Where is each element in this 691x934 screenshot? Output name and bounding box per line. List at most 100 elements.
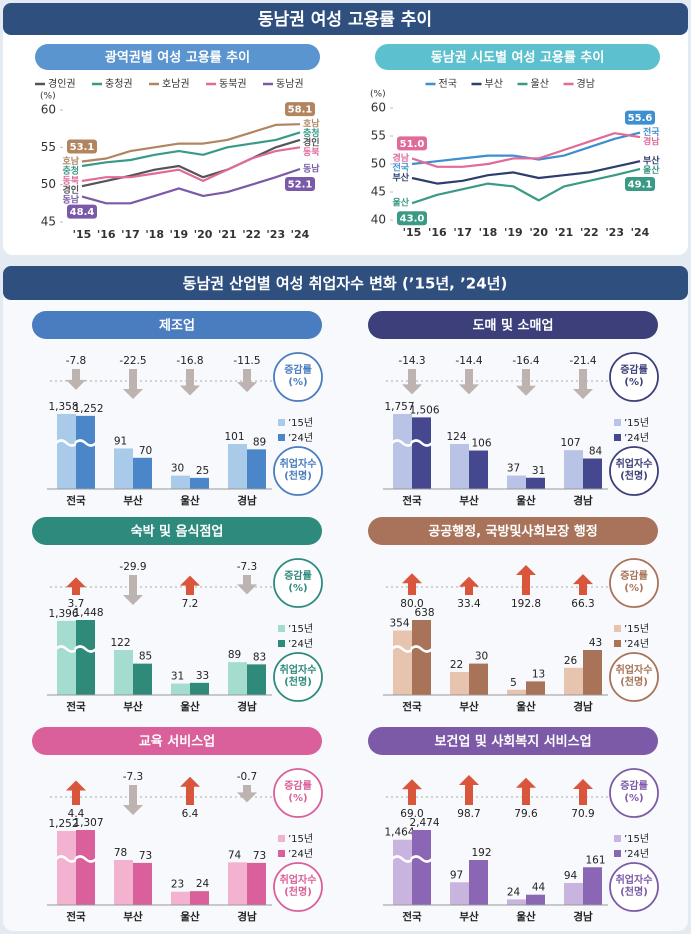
category-label: 울산: [180, 700, 200, 713]
bar-value-label: 43: [589, 637, 602, 649]
legend-label: 부산: [485, 78, 503, 90]
change-rate-label: 3.7: [68, 598, 85, 610]
category-label: 전국: [402, 910, 422, 923]
category-label: 경남: [573, 494, 593, 507]
legend-label: 호남권: [162, 78, 190, 90]
legend-label: ’15년: [624, 623, 649, 635]
series-name-label: 전국: [643, 126, 660, 138]
legend-swatch: [614, 640, 621, 647]
bar: [57, 620, 76, 695]
x-tick-label: '21: [218, 228, 237, 241]
axis-break: [74, 855, 97, 863]
bar-value-label: 354: [389, 618, 409, 630]
category-label: 울산: [516, 910, 536, 923]
bar-value-label: 89: [228, 649, 241, 661]
legend-label: 경인권: [48, 77, 76, 90]
legend-label: ’24년: [624, 638, 649, 650]
legend-swatch: [278, 835, 285, 842]
bar: [450, 882, 469, 905]
change-arrow: [123, 575, 143, 605]
bar: [526, 477, 545, 489]
category-label: 부산: [459, 494, 479, 507]
change-title-circle: [273, 768, 323, 818]
series-name-label: 울산: [643, 164, 660, 176]
x-tick-label: '16: [97, 228, 116, 241]
y-tick-label: 60: [41, 103, 56, 117]
x-tick-label: '19: [504, 226, 523, 239]
bar-value-label: 192: [471, 847, 491, 859]
change-arrow: [237, 369, 257, 393]
change-arrow: [516, 777, 536, 805]
bar-value-label: 161: [585, 854, 605, 866]
bar-value-label: 5: [510, 677, 517, 689]
bar: [190, 682, 209, 695]
change-arrow: [66, 780, 86, 805]
bar: [393, 839, 412, 905]
change-title: 증감률 (%): [620, 570, 648, 595]
change-rate-label: -21.4: [569, 355, 596, 367]
category-label: 경남: [573, 910, 593, 923]
bar: [228, 862, 247, 905]
bar: [171, 891, 190, 905]
series-name-label: 동북: [303, 147, 320, 158]
legend-label: 전국: [439, 78, 457, 90]
bar: [526, 681, 545, 695]
bar: [583, 650, 602, 695]
bar: [507, 899, 526, 905]
change-title-box: 증감률 (%): [620, 570, 648, 595]
bar: [450, 671, 469, 695]
legend-swatch: [614, 625, 621, 632]
change-rate-label: -16.4: [512, 355, 539, 367]
x-tick-label: '19: [170, 228, 189, 241]
change-arrow: [573, 574, 593, 595]
change-rate-label: 4.4: [68, 808, 85, 820]
legend-swatch: [614, 835, 621, 842]
bar: [583, 867, 602, 905]
bar-value-label: 33: [196, 670, 209, 682]
change-rate-label: 66.3: [571, 598, 594, 610]
change-arrow: [123, 369, 143, 399]
category-label: 경남: [573, 700, 593, 713]
panel-title: 제조업: [159, 319, 195, 334]
legend-label: ’15년: [288, 623, 313, 635]
bar-value-label: 1,307: [73, 817, 103, 829]
bar: [469, 860, 488, 905]
bar-value-label: 122: [110, 637, 130, 649]
bar: [57, 414, 76, 489]
change-arrow: [66, 577, 86, 595]
y-tick-label: 40: [371, 213, 386, 227]
axis-break: [410, 645, 433, 653]
axis-break: [55, 645, 78, 653]
change-title-circle: [609, 558, 659, 608]
series-line: [411, 160, 641, 185]
bar-value-label: 1,252: [73, 403, 103, 415]
bar: [412, 830, 431, 905]
change-rate-label: 70.9: [571, 808, 594, 820]
panel-title: 공공행정, 국방및사회보장 행정: [428, 524, 597, 540]
series-name-label: 울산: [392, 197, 409, 209]
change-rate-label: -11.5: [233, 355, 260, 367]
value-title-circle: [273, 446, 323, 496]
bottom-card: [3, 266, 688, 931]
change-rate-label: -14.4: [455, 355, 482, 367]
change-rate-label: -7.3: [237, 561, 258, 573]
category-label: 울산: [180, 494, 200, 507]
bar: [57, 830, 76, 905]
series-name-label: 경인: [62, 184, 79, 196]
bar: [450, 444, 469, 489]
bar-value-label: 83: [253, 651, 266, 663]
change-rate-label: 80.0: [400, 598, 423, 610]
bar-value-label: 89: [253, 436, 266, 448]
bar-value-label: 97: [450, 869, 463, 881]
y-tick-label: 50: [371, 157, 386, 171]
bar: [526, 894, 545, 905]
category-label: 부산: [123, 494, 143, 507]
value-label: 53.1: [70, 142, 95, 153]
change-arrow: [459, 576, 479, 595]
subtitle-pill: [375, 44, 660, 70]
category-label: 부산: [123, 910, 143, 923]
legend-label: 울산: [531, 78, 549, 90]
x-tick-label: '17: [121, 228, 140, 241]
x-tick-label: '20: [194, 228, 213, 241]
value-label: 48.4: [70, 207, 95, 218]
